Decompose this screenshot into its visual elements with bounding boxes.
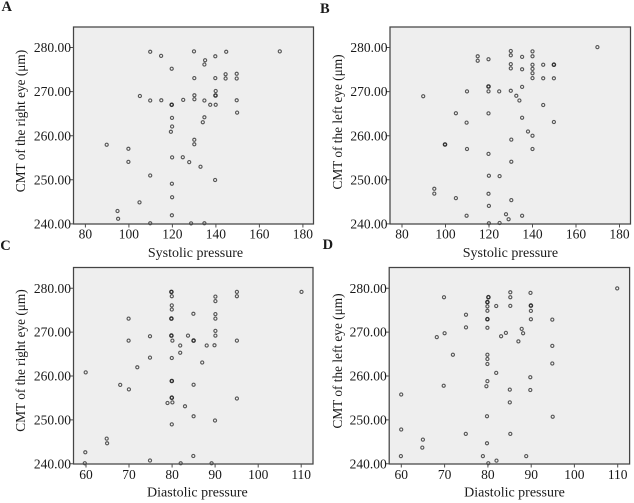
svg-text:270.00: 270.00: [350, 84, 387, 99]
svg-text:240.00: 240.00: [34, 217, 71, 232]
svg-text:100: 100: [119, 226, 140, 241]
svg-text:CMT of the right eye (μm): CMT of the right eye (μm): [13, 289, 28, 431]
svg-text:80: 80: [395, 226, 409, 241]
svg-text:110: 110: [291, 467, 311, 482]
svg-text:120: 120: [162, 226, 183, 241]
svg-text:180: 180: [293, 226, 314, 241]
svg-text:270.00: 270.00: [350, 325, 387, 340]
svg-text:280.00: 280.00: [34, 40, 71, 55]
svg-text:140: 140: [522, 226, 543, 241]
svg-text:70: 70: [438, 467, 452, 482]
svg-text:270.00: 270.00: [34, 325, 71, 340]
svg-text:100: 100: [435, 226, 456, 241]
svg-text:240.00: 240.00: [34, 456, 71, 471]
svg-text:Diastolic pressure: Diastolic pressure: [147, 486, 248, 501]
svg-text:100: 100: [564, 467, 585, 482]
svg-text:Systolic pressure: Systolic pressure: [463, 246, 558, 261]
svg-text:280.00: 280.00: [34, 281, 71, 296]
svg-text:CMT of the left eye (μm): CMT of the left eye (μm): [330, 54, 345, 189]
svg-text:A: A: [2, 0, 13, 15]
svg-text:C: C: [0, 238, 10, 254]
svg-text:250.00: 250.00: [350, 172, 387, 187]
svg-text:280.00: 280.00: [350, 281, 387, 296]
svg-text:80: 80: [79, 226, 93, 241]
svg-text:80: 80: [165, 467, 179, 482]
svg-text:160: 160: [566, 226, 587, 241]
svg-text:CMT of the right eye (μm): CMT of the right eye (μm): [13, 50, 28, 192]
svg-text:260.00: 260.00: [350, 369, 387, 384]
svg-text:60: 60: [395, 467, 409, 482]
svg-text:250.00: 250.00: [350, 413, 387, 428]
svg-text:Diastolic pressure: Diastolic pressure: [464, 486, 565, 501]
svg-text:160: 160: [249, 226, 270, 241]
svg-text:280.00: 280.00: [350, 40, 387, 55]
svg-text:60: 60: [79, 467, 93, 482]
svg-text:250.00: 250.00: [34, 172, 71, 187]
svg-text:260.00: 260.00: [34, 128, 71, 143]
svg-text:240.00: 240.00: [350, 217, 387, 232]
svg-text:90: 90: [524, 467, 538, 482]
svg-text:CMT of the left eye (μm): CMT of the left eye (μm): [330, 293, 345, 428]
svg-text:D: D: [323, 237, 333, 253]
svg-text:Systolic pressure: Systolic pressure: [148, 246, 243, 261]
svg-text:100: 100: [248, 467, 269, 482]
svg-text:120: 120: [479, 226, 500, 241]
svg-text:110: 110: [608, 467, 628, 482]
svg-text:140: 140: [206, 226, 227, 241]
svg-text:270.00: 270.00: [34, 84, 71, 99]
svg-text:260.00: 260.00: [34, 369, 71, 384]
svg-text:240.00: 240.00: [350, 456, 387, 471]
svg-text:90: 90: [208, 467, 222, 482]
svg-text:260.00: 260.00: [350, 128, 387, 143]
svg-text:250.00: 250.00: [34, 413, 71, 428]
svg-text:70: 70: [122, 467, 136, 482]
svg-text:180: 180: [609, 226, 630, 241]
svg-text:80: 80: [481, 467, 495, 482]
svg-text:B: B: [320, 1, 330, 17]
